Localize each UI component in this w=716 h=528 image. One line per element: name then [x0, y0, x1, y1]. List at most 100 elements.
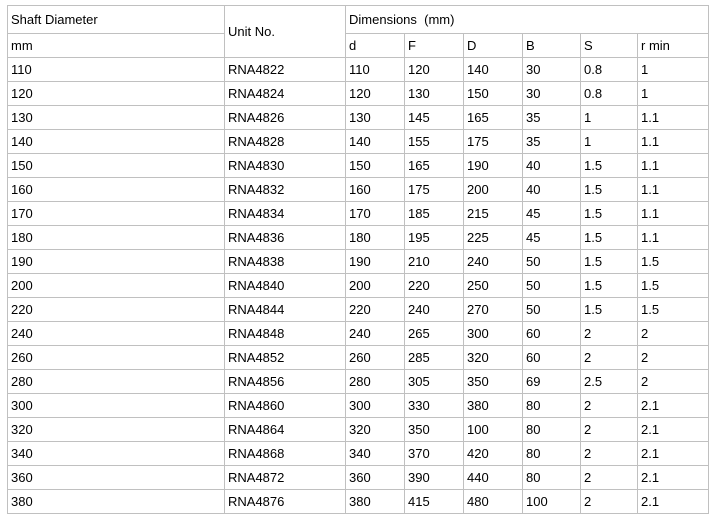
table-row: 180 RNA4836 180 195 225 45 1.5 1.1 [7, 225, 710, 250]
table-cell: 480 [463, 489, 523, 514]
table-cell: 40 [522, 153, 581, 178]
table-cell: RNA4840 [224, 273, 346, 298]
table-cell: 130 [345, 105, 405, 130]
table-cell: 165 [463, 105, 523, 130]
table-row: 320 RNA4864 320 350 100 80 2 2.1 [7, 417, 710, 442]
table-cell: 1 [580, 129, 638, 154]
table-cell: 390 [404, 465, 464, 490]
table-cell: 1.5 [580, 153, 638, 178]
table-cell: 69 [522, 369, 581, 394]
table-cell: 130 [7, 105, 225, 130]
table-cell: 2 [636, 345, 710, 370]
table-cell: 340 [7, 441, 225, 466]
table-cell: 165 [404, 153, 464, 178]
table-row: 260 RNA4852 260 285 320 60 2 2 [7, 345, 710, 370]
table-row: 170 RNA4834 170 185 215 45 1.5 1.1 [7, 201, 710, 226]
table-cell: 220 [7, 297, 225, 322]
table-cell: RNA4836 [224, 225, 346, 250]
table-cell: 350 [463, 369, 523, 394]
table-row: 160 RNA4832 160 175 200 40 1.5 1.1 [7, 177, 710, 202]
table-cell: 2 [636, 321, 710, 346]
table-cell: 160 [7, 177, 225, 202]
table-cell: 0.8 [580, 57, 638, 82]
table-cell: 35 [522, 129, 581, 154]
table-cell: 195 [404, 225, 464, 250]
table-cell: RNA4830 [224, 153, 346, 178]
table-cell: RNA4834 [224, 201, 346, 226]
table-row: 240 RNA4848 240 265 300 60 2 2 [7, 321, 710, 346]
table-cell: 60 [522, 345, 581, 370]
table-cell: 320 [345, 417, 405, 442]
table-cell: 200 [463, 177, 523, 202]
table-cell: 240 [404, 297, 464, 322]
table-cell: 240 [463, 249, 523, 274]
table-row: 150 RNA4830 150 165 190 40 1.5 1.1 [7, 153, 710, 178]
table-cell: 1.5 [636, 297, 710, 322]
table-cell: 120 [345, 81, 405, 106]
table-cell: 50 [522, 297, 581, 322]
table-cell: 270 [463, 297, 523, 322]
table-cell: RNA4844 [224, 297, 346, 322]
table-cell: 300 [345, 393, 405, 418]
table-cell: 380 [463, 393, 523, 418]
table-cell: 370 [404, 441, 464, 466]
table-cell: 80 [522, 393, 581, 418]
table-cell: 175 [463, 129, 523, 154]
table-cell: 150 [463, 81, 523, 106]
table-cell: 110 [345, 57, 405, 82]
table-cell: 50 [522, 273, 581, 298]
table-cell: 190 [7, 249, 225, 274]
table-cell: 150 [345, 153, 405, 178]
table-cell: 30 [522, 57, 581, 82]
table-cell: 1 [580, 105, 638, 130]
table-cell: 100 [463, 417, 523, 442]
table-cell: 160 [345, 177, 405, 202]
table-cell: 320 [7, 417, 225, 442]
table-cell: 1.1 [636, 225, 710, 250]
table-row: 220 RNA4844 220 240 270 50 1.5 1.5 [7, 297, 710, 322]
col-header-dimensions: Dimensions (mm) [344, 5, 710, 34]
col-header-d: d [345, 33, 405, 58]
table-cell: 185 [404, 201, 464, 226]
table-cell: 1 [636, 81, 710, 106]
table-cell: RNA4852 [224, 345, 346, 370]
table-cell: 1.5 [580, 201, 638, 226]
table-cell: 140 [345, 129, 405, 154]
table-cell: 1.5 [636, 273, 710, 298]
table-cell: 1.1 [636, 153, 710, 178]
table-cell: 285 [404, 345, 464, 370]
table-cell: 120 [7, 81, 225, 106]
table-cell: 260 [7, 345, 225, 370]
table-row: 190 RNA4838 190 210 240 50 1.5 1.5 [7, 249, 710, 274]
table-row: 280 RNA4856 280 305 350 69 2.5 2 [7, 369, 710, 394]
table-cell: 420 [463, 441, 523, 466]
table-cell: 2.1 [636, 393, 710, 418]
table-cell: 1.1 [636, 201, 710, 226]
table-row: 340 RNA4868 340 370 420 80 2 2.1 [7, 441, 710, 466]
table-cell: 2 [580, 489, 638, 514]
table-cell: 1.1 [636, 105, 710, 130]
table-cell: 265 [404, 321, 464, 346]
table-cell: 1.5 [580, 273, 638, 298]
table-cell: RNA4868 [224, 441, 346, 466]
table-cell: RNA4832 [224, 177, 346, 202]
table-cell: 2.5 [580, 369, 638, 394]
table-cell: 110 [7, 57, 225, 82]
header-row-2: mm d F D B S r min [7, 33, 710, 58]
table-cell: 1.1 [636, 129, 710, 154]
table-cell: 120 [404, 57, 464, 82]
table-cell: 200 [345, 273, 405, 298]
col-header-shaft-diameter: Shaft Diameter [7, 5, 225, 34]
table-cell: 380 [345, 489, 405, 514]
table-cell: 80 [522, 465, 581, 490]
table-cell: 300 [463, 321, 523, 346]
table-cell: 190 [345, 249, 405, 274]
table-cell: 240 [345, 321, 405, 346]
table-cell: 180 [345, 225, 405, 250]
table-cell: 30 [522, 81, 581, 106]
table-cell: 1 [636, 57, 710, 82]
table-cell: 320 [463, 345, 523, 370]
table-cell: 2.1 [636, 465, 710, 490]
table-cell: 0.8 [580, 81, 638, 106]
table-cell: RNA4856 [224, 369, 346, 394]
